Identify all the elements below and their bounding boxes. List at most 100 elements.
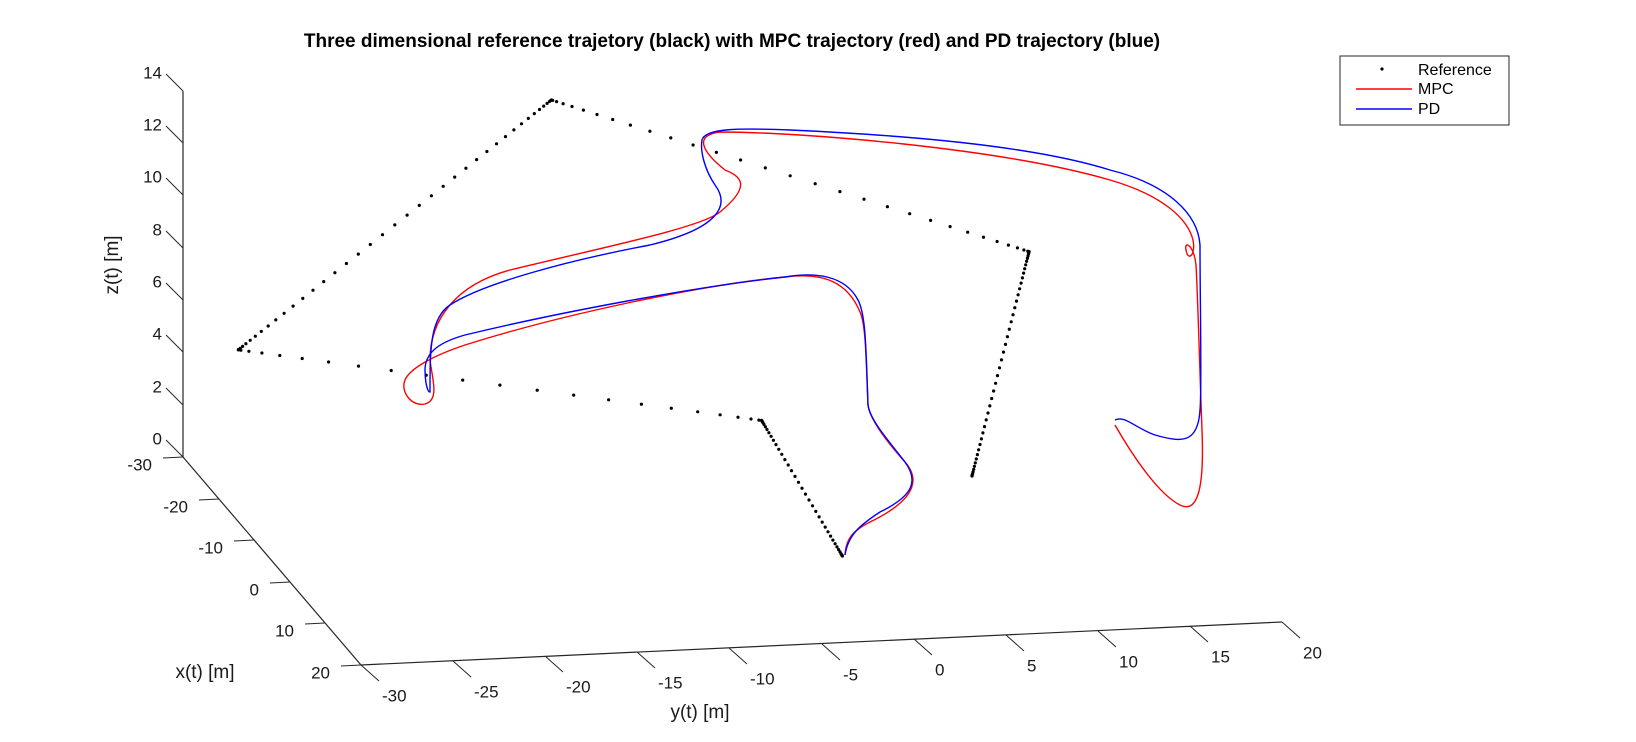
x-tick-label: 10	[275, 621, 294, 640]
reference-point	[986, 411, 990, 415]
y-tick-label: 10	[1119, 652, 1138, 671]
reference-point	[984, 418, 988, 422]
reference-point	[988, 404, 992, 408]
reference-point	[551, 98, 555, 102]
reference-point	[997, 366, 1002, 370]
reference-point	[464, 166, 468, 170]
reference-point	[253, 334, 257, 338]
y-tick-mark	[728, 647, 748, 665]
reference-point	[555, 100, 559, 104]
reference-point	[786, 463, 790, 467]
reference-point	[669, 136, 673, 140]
y-tick-label: -25	[474, 682, 499, 701]
y-tick-label: -10	[750, 669, 775, 688]
reference-point	[498, 383, 502, 387]
reference-point	[1007, 327, 1011, 331]
z-tick-label: 4	[153, 324, 162, 343]
z-axis-label: z(t) [m]	[102, 235, 123, 294]
reference-point	[1020, 276, 1024, 280]
reference-point	[760, 418, 764, 422]
reference-point	[763, 425, 768, 429]
reference-point	[974, 457, 978, 461]
y-axis-line	[360, 621, 1283, 666]
z-tick-mark	[165, 73, 184, 92]
reference-point	[535, 388, 539, 392]
z-tick-mark	[165, 230, 184, 249]
reference-point	[405, 213, 409, 217]
reference-point	[1001, 350, 1006, 354]
y-tick-label: -15	[658, 673, 683, 692]
axes	[182, 91, 1283, 666]
x-ticks: -30 -20 -10 0 10 20	[127, 455, 362, 682]
reference-point	[820, 520, 824, 524]
reference-point	[260, 351, 264, 355]
reference-point	[981, 431, 985, 435]
reference-point	[1009, 320, 1013, 324]
reference-point	[982, 425, 987, 429]
reference-point	[1025, 256, 1029, 260]
x-tick-mark	[304, 622, 326, 625]
y-tick-mark	[821, 643, 841, 661]
reference-point	[789, 469, 794, 473]
reference-point	[771, 438, 776, 442]
reference-point	[244, 342, 248, 346]
mpc-series-line	[403, 131, 1204, 556]
reference-point	[248, 338, 252, 342]
reference-point	[1003, 342, 1008, 346]
reference-point	[978, 442, 982, 447]
reference-point	[278, 353, 282, 358]
reference-point	[595, 112, 599, 117]
z-tick-mark	[165, 125, 184, 144]
legend: Reference MPC PD	[1339, 55, 1510, 126]
reference-point	[817, 515, 821, 519]
reference-point	[769, 434, 773, 438]
reference-point	[628, 123, 633, 127]
legend-mpc-label: MPC	[1418, 81, 1454, 98]
legend-reference-label: Reference	[1418, 62, 1492, 79]
reference-point	[803, 492, 808, 496]
reference-point	[833, 542, 837, 546]
reference-point	[929, 218, 933, 222]
legend-reference-marker	[1380, 67, 1384, 71]
reference-point	[368, 242, 372, 247]
reference-point	[1016, 293, 1020, 297]
reference-point	[1026, 254, 1030, 258]
reference-point	[838, 190, 842, 194]
reference-point	[581, 108, 586, 112]
reference-point	[788, 174, 792, 178]
reference-point	[393, 223, 397, 227]
reference-point	[356, 364, 361, 368]
reference-point	[970, 474, 974, 478]
y-tick-mark	[544, 655, 564, 673]
reference-point	[291, 304, 295, 308]
reference-point	[607, 398, 611, 402]
reference-point	[774, 443, 778, 447]
y-axis-label: y(t) [m]	[670, 702, 729, 723]
reference-point	[519, 122, 524, 126]
z-tick-mark	[165, 387, 184, 406]
reference-point	[532, 112, 536, 116]
reference-point	[322, 280, 326, 284]
reference-point	[793, 474, 797, 478]
x-tick-label: -20	[163, 497, 188, 516]
x-tick-mark	[269, 581, 291, 584]
z-tick-label: 12	[143, 115, 162, 134]
reference-point	[765, 427, 769, 432]
reference-point	[1015, 246, 1020, 250]
reference-point	[1022, 248, 1026, 252]
reference-point	[981, 235, 986, 239]
reference-series	[236, 98, 1031, 558]
pd-series-line	[424, 128, 1202, 556]
reference-point	[999, 358, 1004, 362]
y-tick-label: 0	[935, 660, 944, 679]
reference-point	[282, 311, 286, 315]
reference-point	[714, 150, 719, 154]
reference-point	[429, 194, 433, 198]
reference-point	[810, 504, 815, 508]
reference-point	[757, 418, 761, 422]
reference-point	[327, 360, 331, 364]
reference-point	[1024, 263, 1028, 267]
reference-point	[691, 143, 695, 147]
reference-point	[972, 467, 976, 471]
z-tick-label: 14	[143, 63, 162, 82]
